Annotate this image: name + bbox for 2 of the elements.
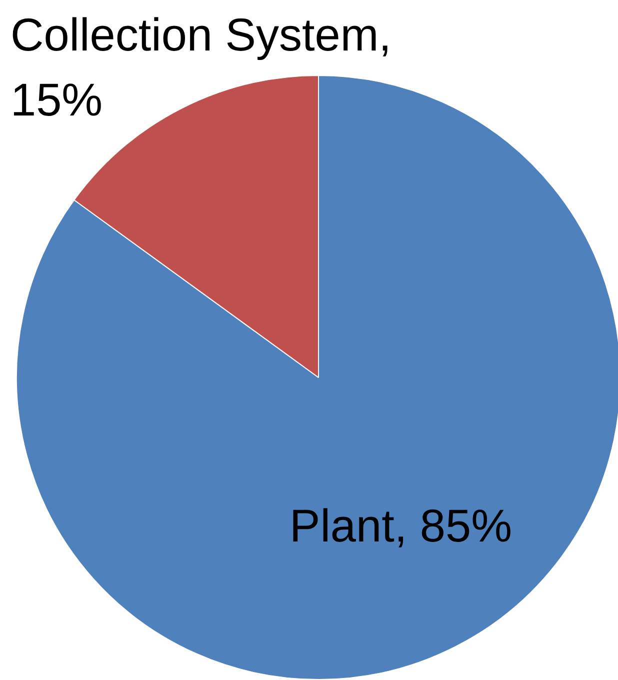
slice-label: Collection System, 15%: [10, 8, 392, 126]
slice-label: Plant, 85%: [290, 499, 512, 552]
